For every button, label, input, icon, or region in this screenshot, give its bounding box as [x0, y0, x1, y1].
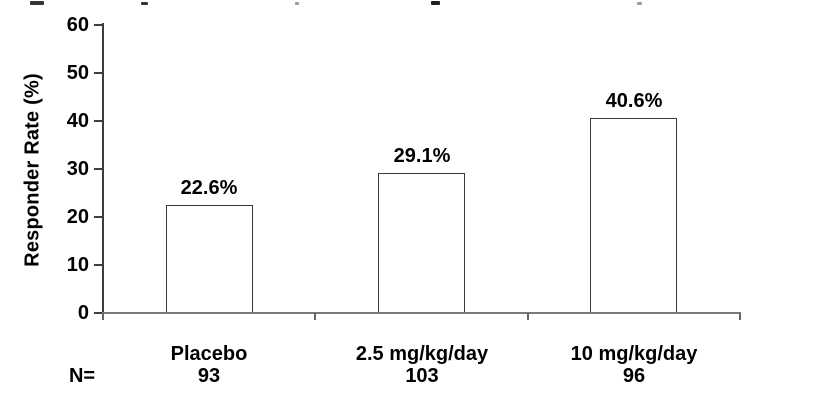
y-tick-label: 0	[77, 302, 89, 324]
bar	[166, 204, 253, 313]
category-name: 2.5 mg/kg/day	[355, 343, 489, 365]
cropped-text-fragment	[295, 2, 299, 5]
cropped-text-fragment	[637, 2, 642, 5]
n-equals-label: N=	[68, 365, 96, 387]
cropped-text-fragment	[30, 1, 44, 5]
y-tick-label: 60	[66, 14, 89, 36]
bar-value-label: 29.1%	[393, 145, 451, 167]
category-n-value: 93	[197, 365, 221, 387]
y-tick-mark	[94, 24, 104, 26]
y-tick-mark	[94, 216, 104, 218]
bar-value-label: 22.6%	[180, 177, 238, 199]
y-tick-label: 40	[66, 110, 89, 132]
category-label-block: Placebo 93	[103, 343, 315, 388]
y-tick-label: 20	[66, 206, 89, 228]
cropped-text-fragment	[141, 2, 148, 5]
y-tick-mark	[94, 168, 104, 170]
x-axis-line	[102, 312, 741, 314]
x-tick-mark	[526, 313, 529, 320]
x-tick-mark	[102, 313, 104, 320]
y-tick-label: 50	[66, 62, 89, 84]
y-tick-mark	[94, 120, 104, 122]
bar-value-label: 40.6%	[605, 90, 663, 112]
y-tick-mark	[94, 264, 104, 266]
y-tick-label: 10	[66, 254, 89, 276]
x-tick-mark	[739, 313, 741, 320]
category-label-block: 10 mg/kg/day 96	[528, 343, 740, 388]
bar	[378, 173, 465, 313]
category-n-value: 103	[405, 365, 439, 387]
x-tick-mark	[314, 313, 317, 320]
category-label-block: 2.5 mg/kg/day 103	[316, 343, 528, 388]
category-n-value: 96	[622, 365, 646, 387]
y-tick-label: 30	[66, 158, 89, 180]
bar	[590, 118, 677, 313]
category-name: Placebo	[170, 343, 248, 365]
y-tick-mark	[94, 312, 104, 314]
category-name: 10 mg/kg/day	[570, 343, 698, 365]
y-tick-mark	[94, 72, 104, 74]
cropped-text-fragment	[431, 1, 440, 5]
